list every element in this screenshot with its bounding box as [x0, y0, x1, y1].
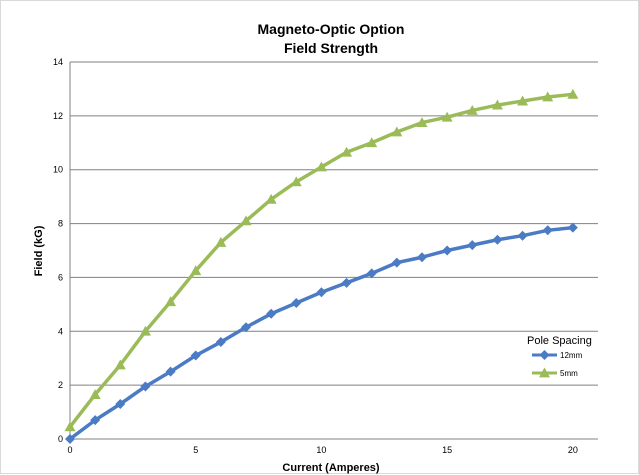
x-tick-label: 20	[568, 445, 578, 455]
series-layer	[64, 88, 579, 444]
y-tick-label: 6	[58, 272, 63, 282]
data-point	[567, 88, 579, 99]
data-point	[115, 398, 126, 409]
data-point	[190, 350, 201, 361]
data-point	[366, 137, 378, 148]
x-tick-label: 0	[67, 445, 72, 455]
legend-entry: 12mm	[532, 350, 583, 360]
data-point	[517, 230, 528, 241]
data-point	[241, 322, 251, 333]
y-tick-label: 12	[53, 111, 63, 121]
y-tick-label: 10	[53, 165, 63, 175]
data-point	[89, 389, 101, 399]
data-point	[291, 298, 302, 309]
chart-title-line-1: Magneto-Optic Option	[258, 21, 405, 37]
data-point	[65, 434, 75, 444]
data-point	[416, 117, 428, 127]
legend: Pole Spacing 12mm 5mm	[527, 335, 592, 378]
legend-marker	[539, 367, 550, 378]
data-point	[341, 277, 352, 288]
data-point	[165, 366, 176, 377]
x-tick-label: 5	[193, 445, 198, 455]
x-tick-label: 15	[442, 445, 452, 455]
y-tick-label: 2	[58, 380, 63, 390]
axes: 0 2 4 6 8 10 12 14 0 5 10 15 20	[53, 57, 598, 455]
data-point	[215, 236, 227, 247]
data-point	[391, 126, 403, 137]
chart-title-line-2: Field Strength	[284, 40, 378, 56]
data-point	[442, 245, 453, 256]
data-point	[139, 325, 151, 336]
data-point	[567, 222, 578, 233]
legend-label: 12mm	[560, 351, 583, 360]
data-point	[265, 193, 277, 204]
y-tick-label: 4	[58, 326, 63, 336]
data-point	[441, 111, 453, 122]
data-point	[215, 337, 226, 348]
series-12mm	[65, 222, 578, 444]
legend-marker	[539, 350, 550, 360]
legend-entry: 5mm	[532, 367, 578, 378]
y-tick-label: 8	[58, 219, 63, 229]
legend-label: 5mm	[560, 369, 578, 378]
data-point	[542, 225, 553, 236]
data-point	[341, 146, 353, 157]
data-point	[315, 161, 327, 172]
data-point	[190, 265, 202, 276]
data-point	[542, 91, 554, 102]
data-point	[290, 176, 302, 187]
data-point	[467, 240, 478, 251]
series-line	[68, 92, 575, 429]
data-point	[266, 308, 277, 319]
data-point	[165, 296, 177, 307]
data-point	[366, 268, 377, 279]
data-point	[492, 234, 503, 245]
y-tick-label: 14	[53, 57, 63, 67]
y-tick-label: 0	[58, 434, 63, 444]
data-point	[491, 99, 503, 110]
data-point	[64, 421, 76, 432]
data-point	[466, 104, 478, 115]
data-point	[90, 415, 101, 426]
data-point	[391, 257, 402, 268]
data-point	[517, 95, 529, 106]
data-point	[240, 215, 252, 226]
data-point	[140, 381, 151, 392]
y-axis-title: Field (kG)	[33, 225, 45, 276]
x-tick-label: 10	[316, 445, 326, 455]
data-point	[417, 252, 427, 263]
data-point	[114, 359, 126, 370]
x-axis-title: Current (Amperes)	[282, 462, 380, 474]
series-5mm	[64, 88, 579, 432]
legend-title: Pole Spacing	[527, 335, 592, 347]
data-point	[316, 287, 327, 298]
gridlines	[70, 61, 598, 386]
